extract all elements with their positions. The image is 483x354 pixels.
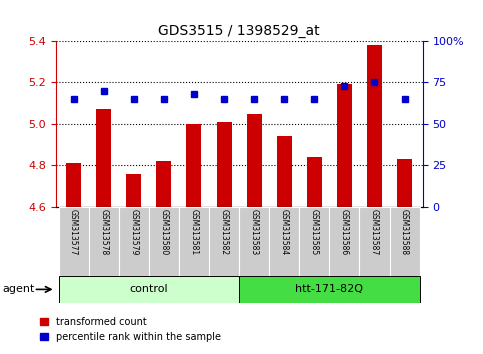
Text: GSM313586: GSM313586 — [340, 209, 349, 255]
Bar — [359, 207, 389, 276]
Bar — [96, 109, 111, 207]
Bar — [337, 84, 352, 207]
Text: control: control — [129, 284, 168, 295]
Bar — [66, 164, 81, 207]
Bar — [89, 207, 119, 276]
Bar — [329, 207, 359, 276]
Text: GSM313588: GSM313588 — [400, 209, 409, 255]
Bar — [186, 124, 201, 207]
Bar — [209, 207, 239, 276]
Legend: transformed count, percentile rank within the sample: transformed count, percentile rank withi… — [36, 313, 225, 346]
Bar — [58, 207, 89, 276]
Text: GSM313580: GSM313580 — [159, 209, 169, 255]
Text: GSM313579: GSM313579 — [129, 209, 138, 256]
Bar — [126, 174, 142, 207]
Bar — [58, 276, 239, 303]
Bar — [239, 276, 420, 303]
Bar — [307, 157, 322, 207]
Text: htt-171-82Q: htt-171-82Q — [295, 284, 363, 295]
Text: GSM313578: GSM313578 — [99, 209, 108, 255]
Text: GSM313581: GSM313581 — [189, 209, 199, 255]
Text: GSM313585: GSM313585 — [310, 209, 319, 255]
Bar — [397, 159, 412, 207]
Bar — [239, 207, 269, 276]
Bar — [299, 207, 329, 276]
Text: agent: agent — [2, 284, 35, 295]
Bar — [156, 161, 171, 207]
Bar — [179, 207, 209, 276]
Bar — [367, 45, 382, 207]
Text: GSM313583: GSM313583 — [250, 209, 258, 255]
Text: GSM313577: GSM313577 — [69, 209, 78, 256]
Bar — [389, 207, 420, 276]
Title: GDS3515 / 1398529_at: GDS3515 / 1398529_at — [158, 24, 320, 38]
Bar — [149, 207, 179, 276]
Bar — [269, 207, 299, 276]
Bar — [119, 207, 149, 276]
Bar — [247, 114, 262, 207]
Bar — [216, 122, 231, 207]
Text: GSM313584: GSM313584 — [280, 209, 289, 255]
Text: GSM313587: GSM313587 — [370, 209, 379, 255]
Bar — [277, 136, 292, 207]
Text: GSM313582: GSM313582 — [220, 209, 228, 255]
